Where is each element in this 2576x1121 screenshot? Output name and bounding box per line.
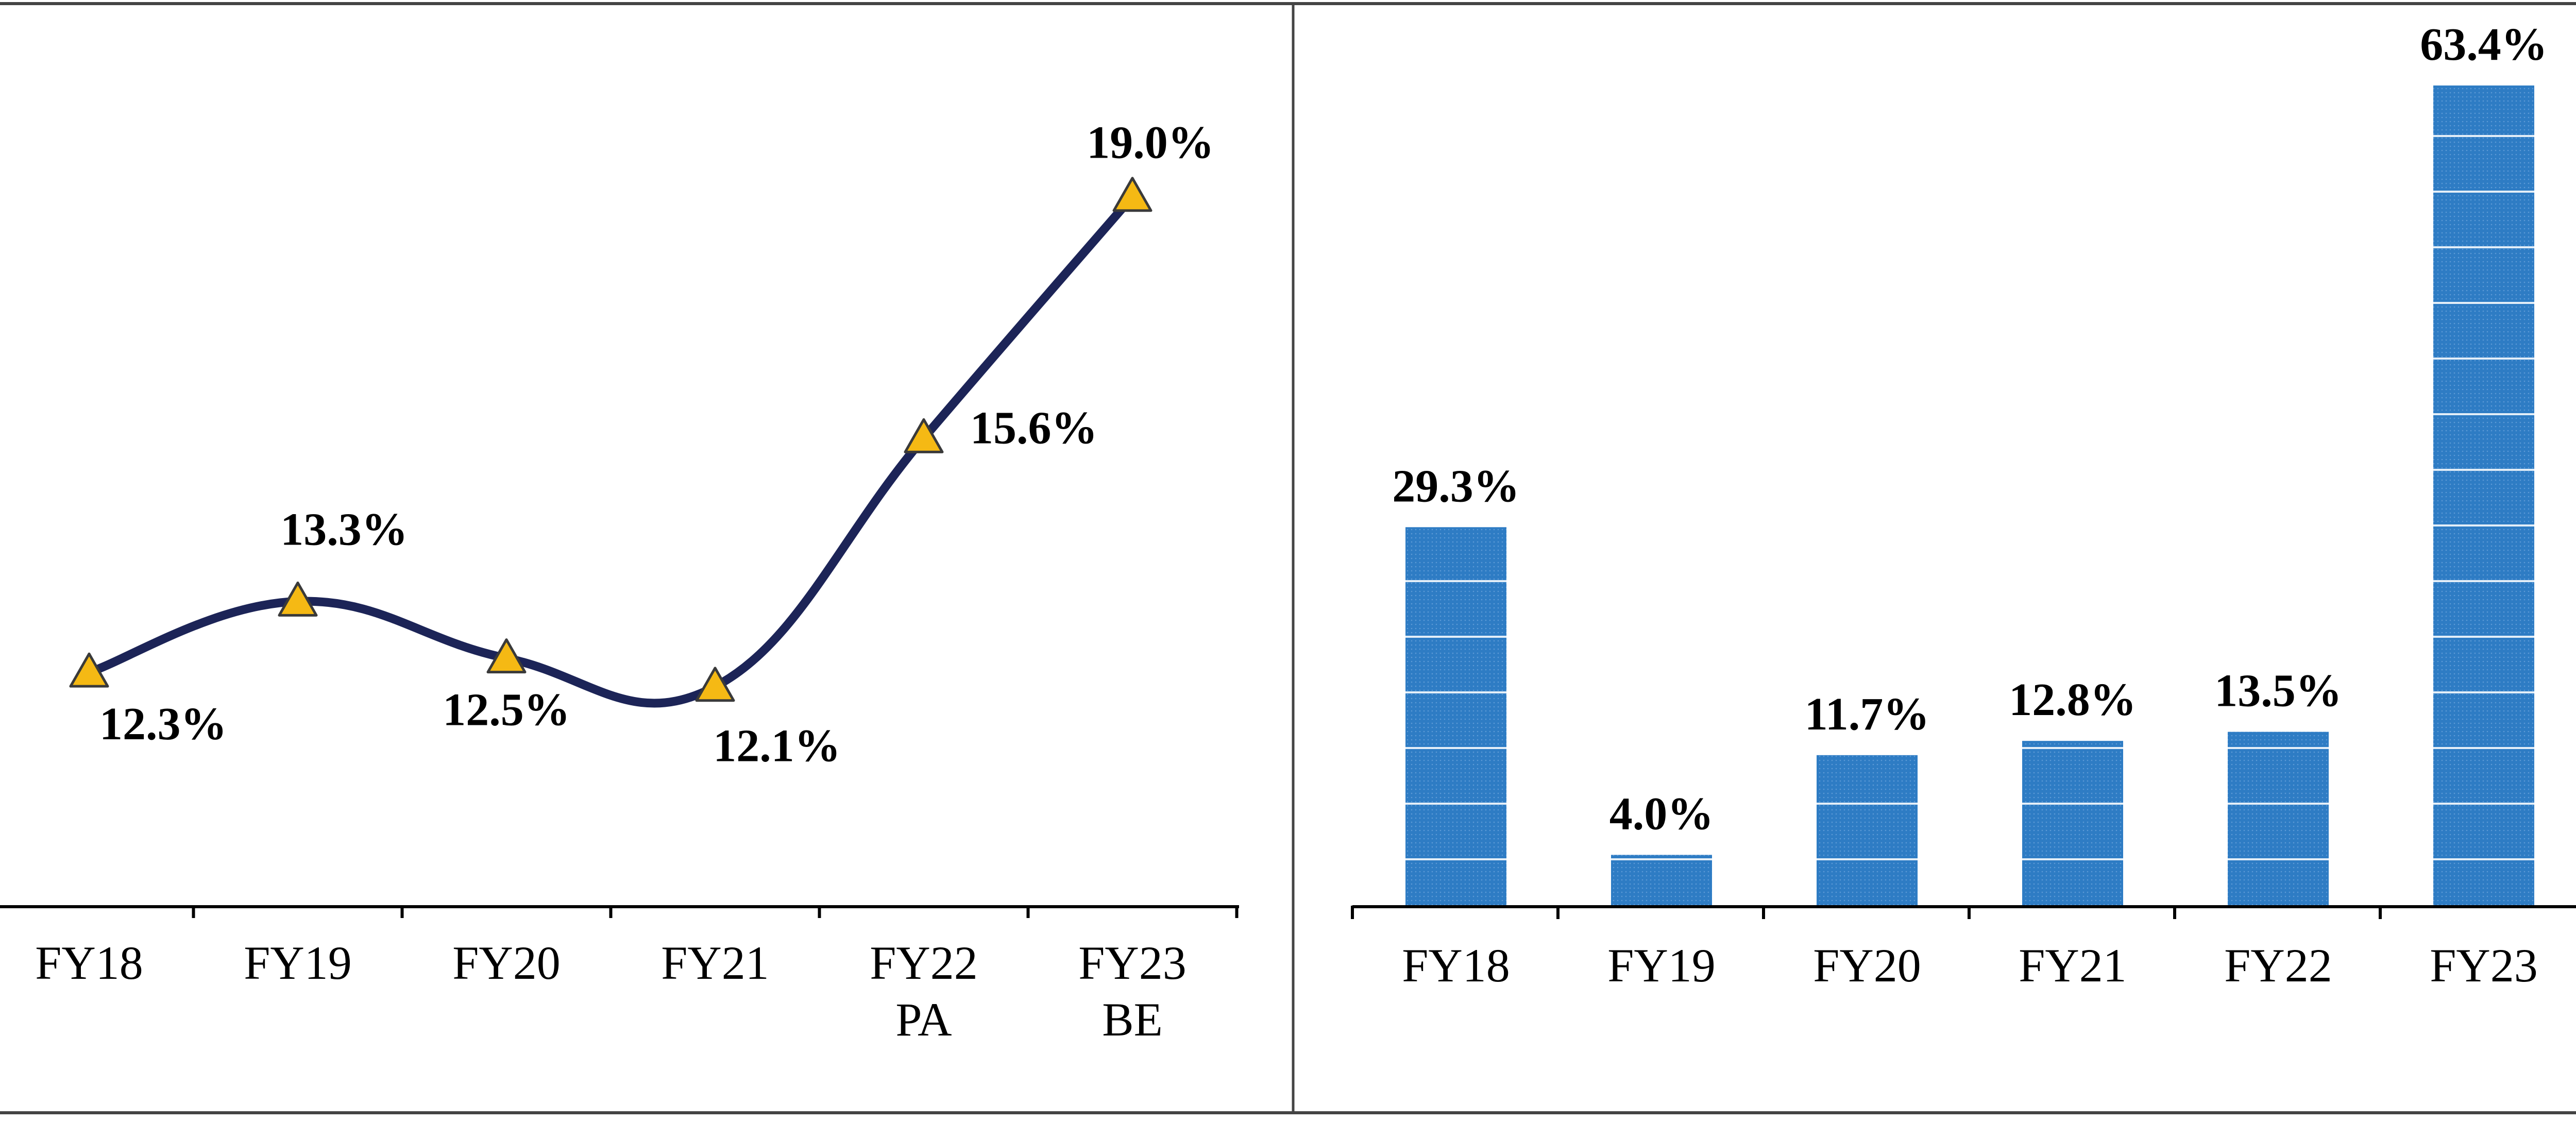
line-point-marker [1112, 177, 1153, 212]
line-x-tick-label: FY18 [35, 937, 143, 989]
line-x-tick-label: BE [1102, 993, 1163, 1046]
bar-data-label: 11.7% [1805, 689, 1930, 740]
bar-x-tick-label: FY22 [2224, 939, 2332, 992]
bar-x-tick-label: FY21 [2019, 939, 2127, 992]
line-chart-panel: 12.3% 13.3% 12.5% 12.1% 15.6% 19.0% FY18 FY19 FY… [0, 117, 1239, 1046]
bar [2228, 732, 2329, 907]
line-x-tick-label: FY19 [244, 937, 352, 989]
bar [1817, 755, 1918, 907]
line-data-label: 12.1% [713, 721, 841, 772]
bar [1405, 527, 1506, 907]
bar-data-label: 4.0% [1609, 788, 1714, 839]
line-x-tick-label: PA [895, 993, 952, 1046]
bar [2022, 741, 2123, 907]
line-x-tick-label: FY23 [1078, 937, 1187, 989]
bar-data-label: 63.4% [2420, 19, 2548, 70]
bar-x-tick-label: FY23 [2430, 939, 2538, 992]
line-x-tick-label: FY22 [870, 937, 978, 989]
bar-data-label: 13.5% [2214, 666, 2342, 717]
line-data-label: 15.6% [970, 402, 1098, 453]
line-x-tick-label: FY21 [661, 937, 769, 989]
bar [1611, 855, 1712, 907]
bar-x-tick-label: FY19 [1607, 939, 1716, 992]
line-point-marker [278, 581, 318, 617]
bar-chart-panel: 29.3% 4.0% 11.7% 12.8% 13.5% 63.4% FY18 FY19 FY2… [1351, 19, 2576, 992]
bar-x-tick-label: FY18 [1402, 939, 1510, 992]
line-point-marker [904, 418, 944, 453]
bar-data-label: 12.8% [2009, 674, 2137, 725]
line-point-marker [695, 667, 735, 702]
line-x-tick-label: FY20 [452, 937, 561, 989]
bar [2433, 85, 2534, 907]
line-data-label: 19.0% [1087, 117, 1214, 168]
line-data-label: 13.3% [280, 504, 408, 555]
bar-x-tick-label: FY20 [1813, 939, 1921, 992]
line-data-label: 12.5% [443, 685, 570, 736]
line-point-marker [69, 652, 109, 688]
line-data-label: 12.3% [99, 699, 227, 750]
line-point-marker [486, 638, 527, 674]
bar-data-label: 29.3% [1392, 461, 1520, 512]
